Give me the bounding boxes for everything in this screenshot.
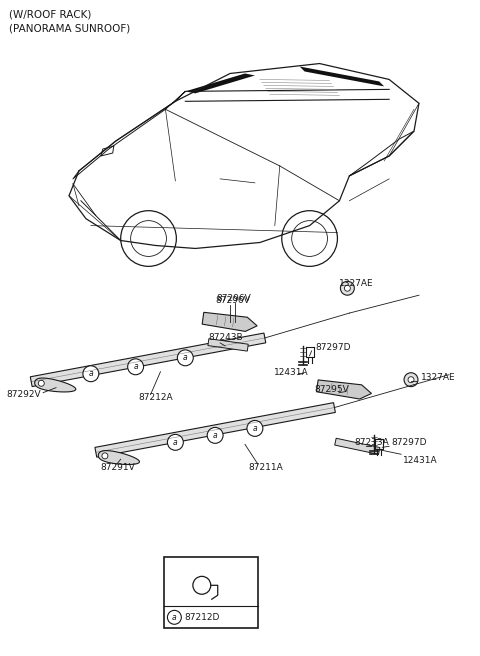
Text: a: a (213, 431, 217, 440)
Circle shape (207, 428, 223, 443)
Circle shape (340, 281, 354, 295)
Text: 12431A: 12431A (274, 368, 309, 377)
Text: a: a (172, 613, 177, 622)
Polygon shape (300, 66, 384, 87)
Text: (W/ROOF RACK): (W/ROOF RACK) (9, 10, 92, 20)
Text: 87296V: 87296V (215, 296, 250, 304)
Text: 87212A: 87212A (139, 393, 173, 402)
Text: a: a (173, 438, 178, 447)
Text: 87291V: 87291V (101, 462, 135, 472)
Polygon shape (316, 380, 372, 399)
Polygon shape (202, 312, 257, 331)
Polygon shape (95, 403, 336, 457)
Text: 1327AE: 1327AE (339, 279, 374, 288)
Circle shape (168, 610, 181, 625)
Polygon shape (185, 73, 255, 93)
Text: 1327AE: 1327AE (421, 373, 456, 382)
Circle shape (178, 350, 193, 366)
Text: 87211A: 87211A (248, 462, 283, 472)
Text: 12431A: 12431A (403, 456, 438, 464)
Text: 87297D: 87297D (315, 343, 351, 352)
Text: 87296V: 87296V (216, 294, 251, 302)
Polygon shape (30, 333, 266, 386)
Circle shape (344, 285, 350, 291)
Text: a: a (88, 369, 93, 379)
Text: 87297D: 87297D (391, 438, 427, 447)
Text: 87295V: 87295V (314, 385, 349, 394)
Polygon shape (98, 451, 140, 464)
Text: 87212D: 87212D (184, 613, 220, 622)
Text: a: a (183, 354, 188, 362)
Circle shape (128, 359, 144, 375)
Circle shape (404, 373, 418, 386)
Polygon shape (208, 338, 248, 351)
Text: a: a (252, 424, 257, 433)
Text: a: a (133, 362, 138, 371)
Circle shape (168, 434, 183, 450)
Polygon shape (35, 378, 76, 392)
Circle shape (102, 453, 108, 459)
Text: (PANORAMA SUNROOF): (PANORAMA SUNROOF) (9, 24, 131, 33)
Circle shape (247, 420, 263, 436)
Polygon shape (335, 438, 380, 455)
Text: 87233A: 87233A (354, 438, 389, 447)
Text: 87292V: 87292V (6, 390, 41, 399)
Circle shape (38, 380, 44, 386)
Circle shape (408, 377, 414, 382)
Circle shape (83, 366, 99, 382)
Text: 87243B: 87243B (208, 333, 243, 342)
Bar (165, 557, 258, 628)
